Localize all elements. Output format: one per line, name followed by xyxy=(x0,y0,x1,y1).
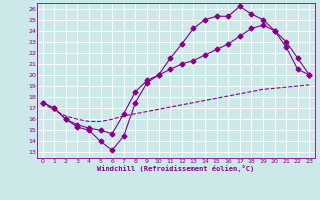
X-axis label: Windchill (Refroidissement éolien,°C): Windchill (Refroidissement éolien,°C) xyxy=(97,165,255,172)
